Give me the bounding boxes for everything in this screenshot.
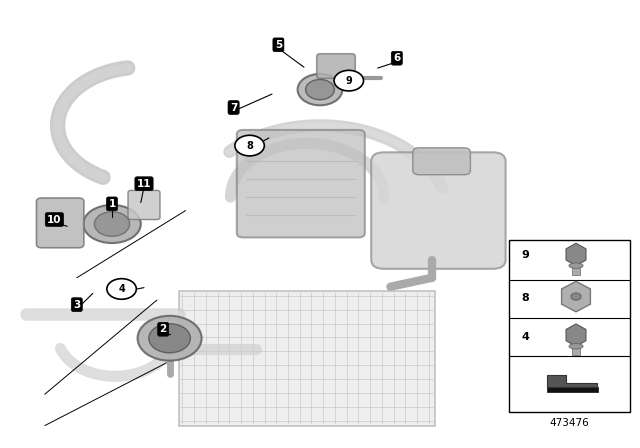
- Ellipse shape: [149, 323, 191, 353]
- Text: 9: 9: [522, 250, 529, 260]
- FancyBboxPatch shape: [413, 148, 470, 175]
- FancyBboxPatch shape: [179, 291, 435, 426]
- Polygon shape: [547, 375, 597, 387]
- Text: 2: 2: [159, 324, 167, 334]
- Ellipse shape: [571, 293, 581, 300]
- Text: 7: 7: [230, 103, 237, 112]
- FancyBboxPatch shape: [572, 265, 580, 275]
- Polygon shape: [566, 243, 586, 266]
- Ellipse shape: [138, 316, 202, 361]
- Text: 9: 9: [346, 76, 352, 86]
- Text: 473476: 473476: [550, 418, 589, 428]
- Text: 4: 4: [522, 332, 529, 342]
- Circle shape: [334, 70, 364, 91]
- Polygon shape: [561, 281, 591, 312]
- Ellipse shape: [95, 212, 129, 237]
- Text: 6: 6: [393, 53, 401, 63]
- Ellipse shape: [306, 80, 334, 99]
- Text: 11: 11: [137, 179, 151, 189]
- FancyBboxPatch shape: [509, 240, 630, 412]
- Text: 1: 1: [108, 199, 116, 209]
- Text: 5: 5: [275, 40, 282, 50]
- Ellipse shape: [298, 74, 342, 105]
- Text: 3: 3: [73, 300, 81, 310]
- FancyBboxPatch shape: [237, 130, 365, 237]
- FancyBboxPatch shape: [371, 152, 506, 269]
- FancyBboxPatch shape: [572, 345, 580, 355]
- Circle shape: [107, 279, 136, 299]
- Ellipse shape: [83, 205, 141, 243]
- Ellipse shape: [569, 263, 583, 268]
- Text: 8: 8: [246, 141, 253, 151]
- FancyBboxPatch shape: [36, 198, 84, 248]
- Text: 10: 10: [47, 215, 61, 224]
- Text: 4: 4: [118, 284, 125, 294]
- Polygon shape: [566, 324, 586, 346]
- FancyBboxPatch shape: [317, 54, 355, 78]
- Ellipse shape: [569, 344, 583, 349]
- FancyBboxPatch shape: [128, 190, 160, 220]
- Text: 8: 8: [522, 293, 529, 303]
- FancyBboxPatch shape: [547, 387, 598, 392]
- Circle shape: [235, 135, 264, 156]
